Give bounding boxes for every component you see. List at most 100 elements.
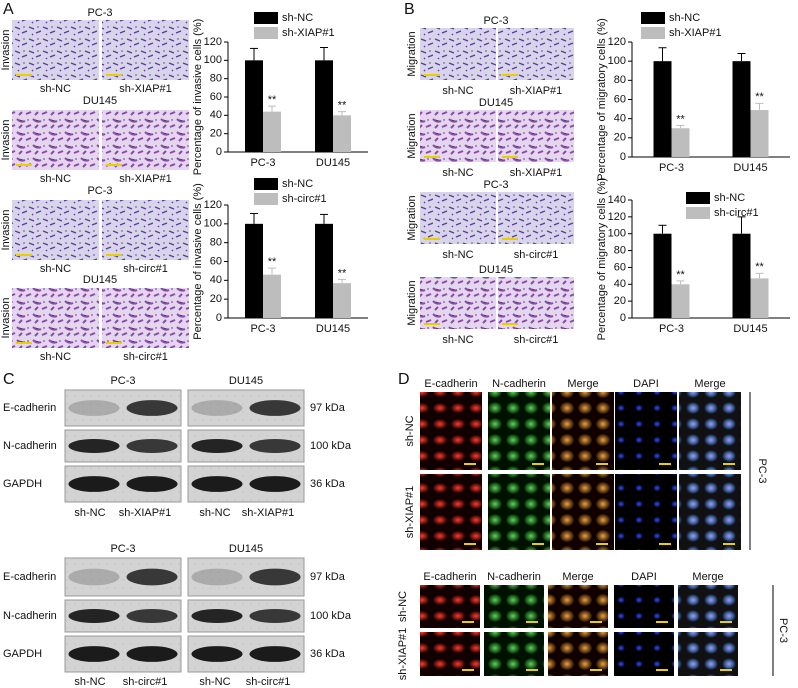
legend-label: sh-circ#1 [282,193,327,205]
image-caption: sh-NC [442,334,473,346]
micrograph [420,28,496,80]
image-caption: sh-NC [40,263,71,275]
fluorescence-image [420,632,480,676]
blot-strip [187,557,305,597]
scale-bar [659,543,671,545]
channel-label: Merge [567,378,598,390]
bar [671,284,690,318]
lane-label: sh-NC [199,507,230,519]
panel-label: B [404,1,415,18]
cell-line-title: DU145 [83,274,117,286]
blot-cell-title: DU145 [229,543,263,555]
micrograph [12,20,99,80]
scale-bar [16,254,32,256]
image-caption: sh-NC [442,85,473,97]
channel-label: DAPI [631,571,657,583]
row-label: sh-XIAP#1 [397,628,409,681]
y-tick-label: 40 [614,113,626,125]
blot-band [249,476,301,492]
y-tick-label: 0 [620,151,626,163]
fluorescence-image [614,632,674,676]
y-axis-label: Percentage of migratory cells (%) [596,178,608,341]
micrograph [420,110,496,162]
fluorescence-image [552,474,614,550]
y-tick-label: 80 [614,74,626,86]
bar [750,110,769,157]
image-caption: sh-NC [40,351,71,363]
y-tick-label: 100 [204,218,222,230]
cell-line-title: PC-3 [483,179,508,191]
fluorescence-image [484,585,544,628]
y-tick-label: 40 [210,274,222,286]
legend-swatch [254,27,278,39]
fluorescence-image [484,632,544,676]
legend-swatch [254,193,278,205]
molecular-weight: 100 kDa [310,610,352,622]
lane-label: sh-circ#1 [246,676,291,688]
lane-label: sh-XIAP#1 [119,507,172,519]
y-tick-label: 120 [608,211,626,223]
y-tick-label: 20 [614,295,626,307]
image-caption: sh-circ#1 [514,334,559,346]
scale-bar [532,543,544,545]
blot-band [191,646,243,662]
image-caption: sh-circ#1 [123,351,168,363]
y-tick-label: 120 [204,36,222,48]
y-tick-label: 60 [210,255,222,267]
protein-label: N-cadherin [3,440,57,452]
molecular-weight: 36 kDa [310,478,346,490]
channel-label: E-cadherin [423,571,476,583]
blot-band [249,608,301,624]
y-tick-label: 60 [614,93,626,105]
y-tick-label: 80 [210,73,222,85]
channel-label: N-cadherin [487,571,541,583]
row-label: sh-NC [397,591,409,622]
scale-bar [462,621,474,623]
bar [653,233,672,318]
y-tick-label: 100 [608,228,626,240]
blot-strip [187,389,305,427]
x-tick-label: PC-3 [659,162,684,174]
fluorescence-image [488,474,550,550]
channel-label: Merge [692,571,723,583]
protein-label: E-cadherin [3,402,56,414]
row-label: Invasion [0,120,12,161]
row-label: Invasion [0,298,12,339]
scale-bar [532,463,544,465]
legend-label: sh-XIAP#1 [282,27,335,39]
y-tick-label: 60 [614,261,626,273]
significance-label: ** [755,261,764,273]
cell-line-title: PC-3 [87,185,112,197]
fluorescence-image [548,632,608,676]
significance-label: ** [268,94,277,106]
micrograph [420,277,496,329]
cell-line-title: PC-3 [87,7,112,19]
blot-band [191,438,243,454]
y-axis-label: Percentage of migratory cells (%) [596,18,608,181]
blot-cell-title: PC-3 [110,543,135,555]
micrograph [498,110,574,162]
channel-label: N-cadherin [492,378,546,390]
legend-label: sh-NC [714,192,745,204]
scale-bar [462,669,474,671]
significance-label: ** [338,267,347,279]
fluorescence-image [548,585,608,628]
y-tick-label: 20 [210,128,222,140]
micrograph [12,288,99,348]
y-tick-label: 60 [210,91,222,103]
cell-line-title: DU145 [479,97,513,109]
blot-band [191,608,243,624]
fluorescence-image [615,474,677,550]
y-axis-label: Percentage of invasive cells (%) [192,19,204,176]
x-tick-label: PC-3 [250,157,275,169]
micrograph [102,200,189,260]
x-tick-label: DU145 [733,162,767,174]
scale-bar [590,621,602,623]
row-label: sh-XIAP#1 [404,486,416,539]
molecular-weight: 97 kDa [310,402,346,414]
bar [263,274,281,318]
cell-line-title: DU145 [479,264,513,276]
blot-band [191,476,243,492]
scale-bar [106,254,122,256]
